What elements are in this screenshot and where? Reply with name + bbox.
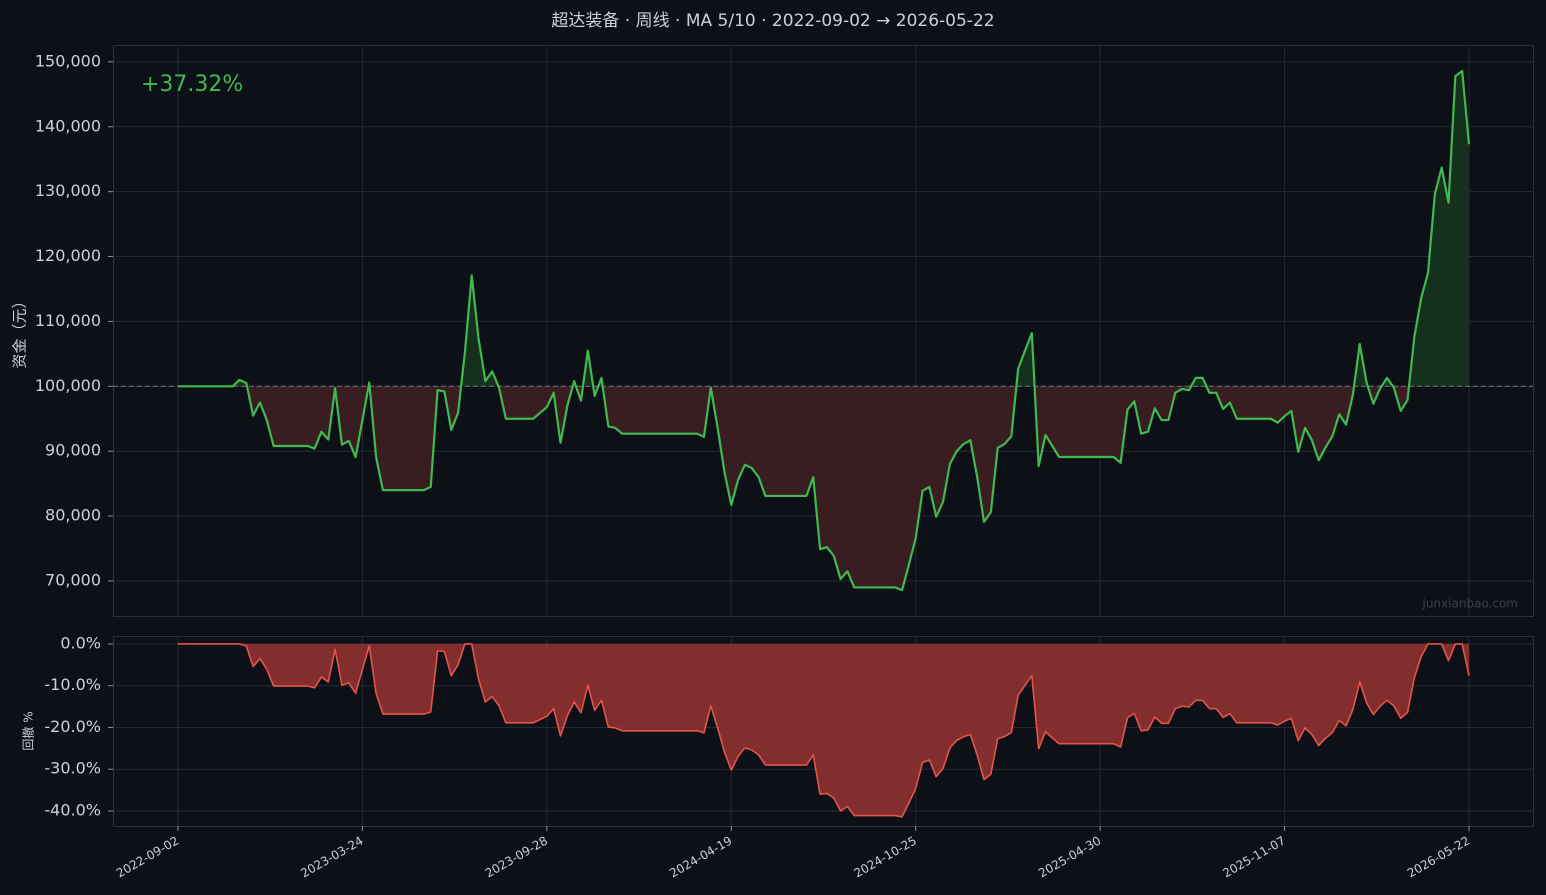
y-tick-label: -30.0%	[44, 759, 101, 778]
drawdown-area	[178, 643, 1469, 817]
y-tick-label: -40.0%	[44, 800, 101, 819]
y-tick-label: 0.0%	[60, 633, 101, 652]
chart-title: 超达装备 · 周线 · MA 5/10 · 2022-09-02 → 2026-…	[551, 11, 994, 31]
y-tick-label: 70,000	[45, 570, 101, 589]
y-tick-label: -10.0%	[44, 675, 101, 694]
watermark: junxianbao.com	[1422, 597, 1518, 611]
y-tick-label: 120,000	[35, 246, 101, 265]
y2-axis-title: 回撤 %	[21, 711, 36, 750]
equity-line	[178, 69, 1471, 592]
y-tick-label: 90,000	[45, 441, 101, 460]
y-tick-label: -20.0%	[44, 717, 101, 736]
bottom-panel-frame	[113, 636, 1534, 827]
y-tick-label: 150,000	[35, 51, 101, 70]
y-tick-label: 80,000	[45, 506, 101, 525]
y-tick-label: 110,000	[35, 311, 101, 330]
y-tick-label: 130,000	[35, 181, 101, 200]
y-tick-label: 140,000	[35, 116, 101, 135]
y-tick-label: 100,000	[35, 376, 101, 395]
loss-area	[246, 386, 1409, 591]
top-panel-frame	[113, 45, 1534, 617]
drawdown-line	[178, 643, 1470, 818]
return-annotation: +37.32%	[141, 72, 243, 97]
y-axis-title: 资金（元）	[11, 293, 29, 368]
